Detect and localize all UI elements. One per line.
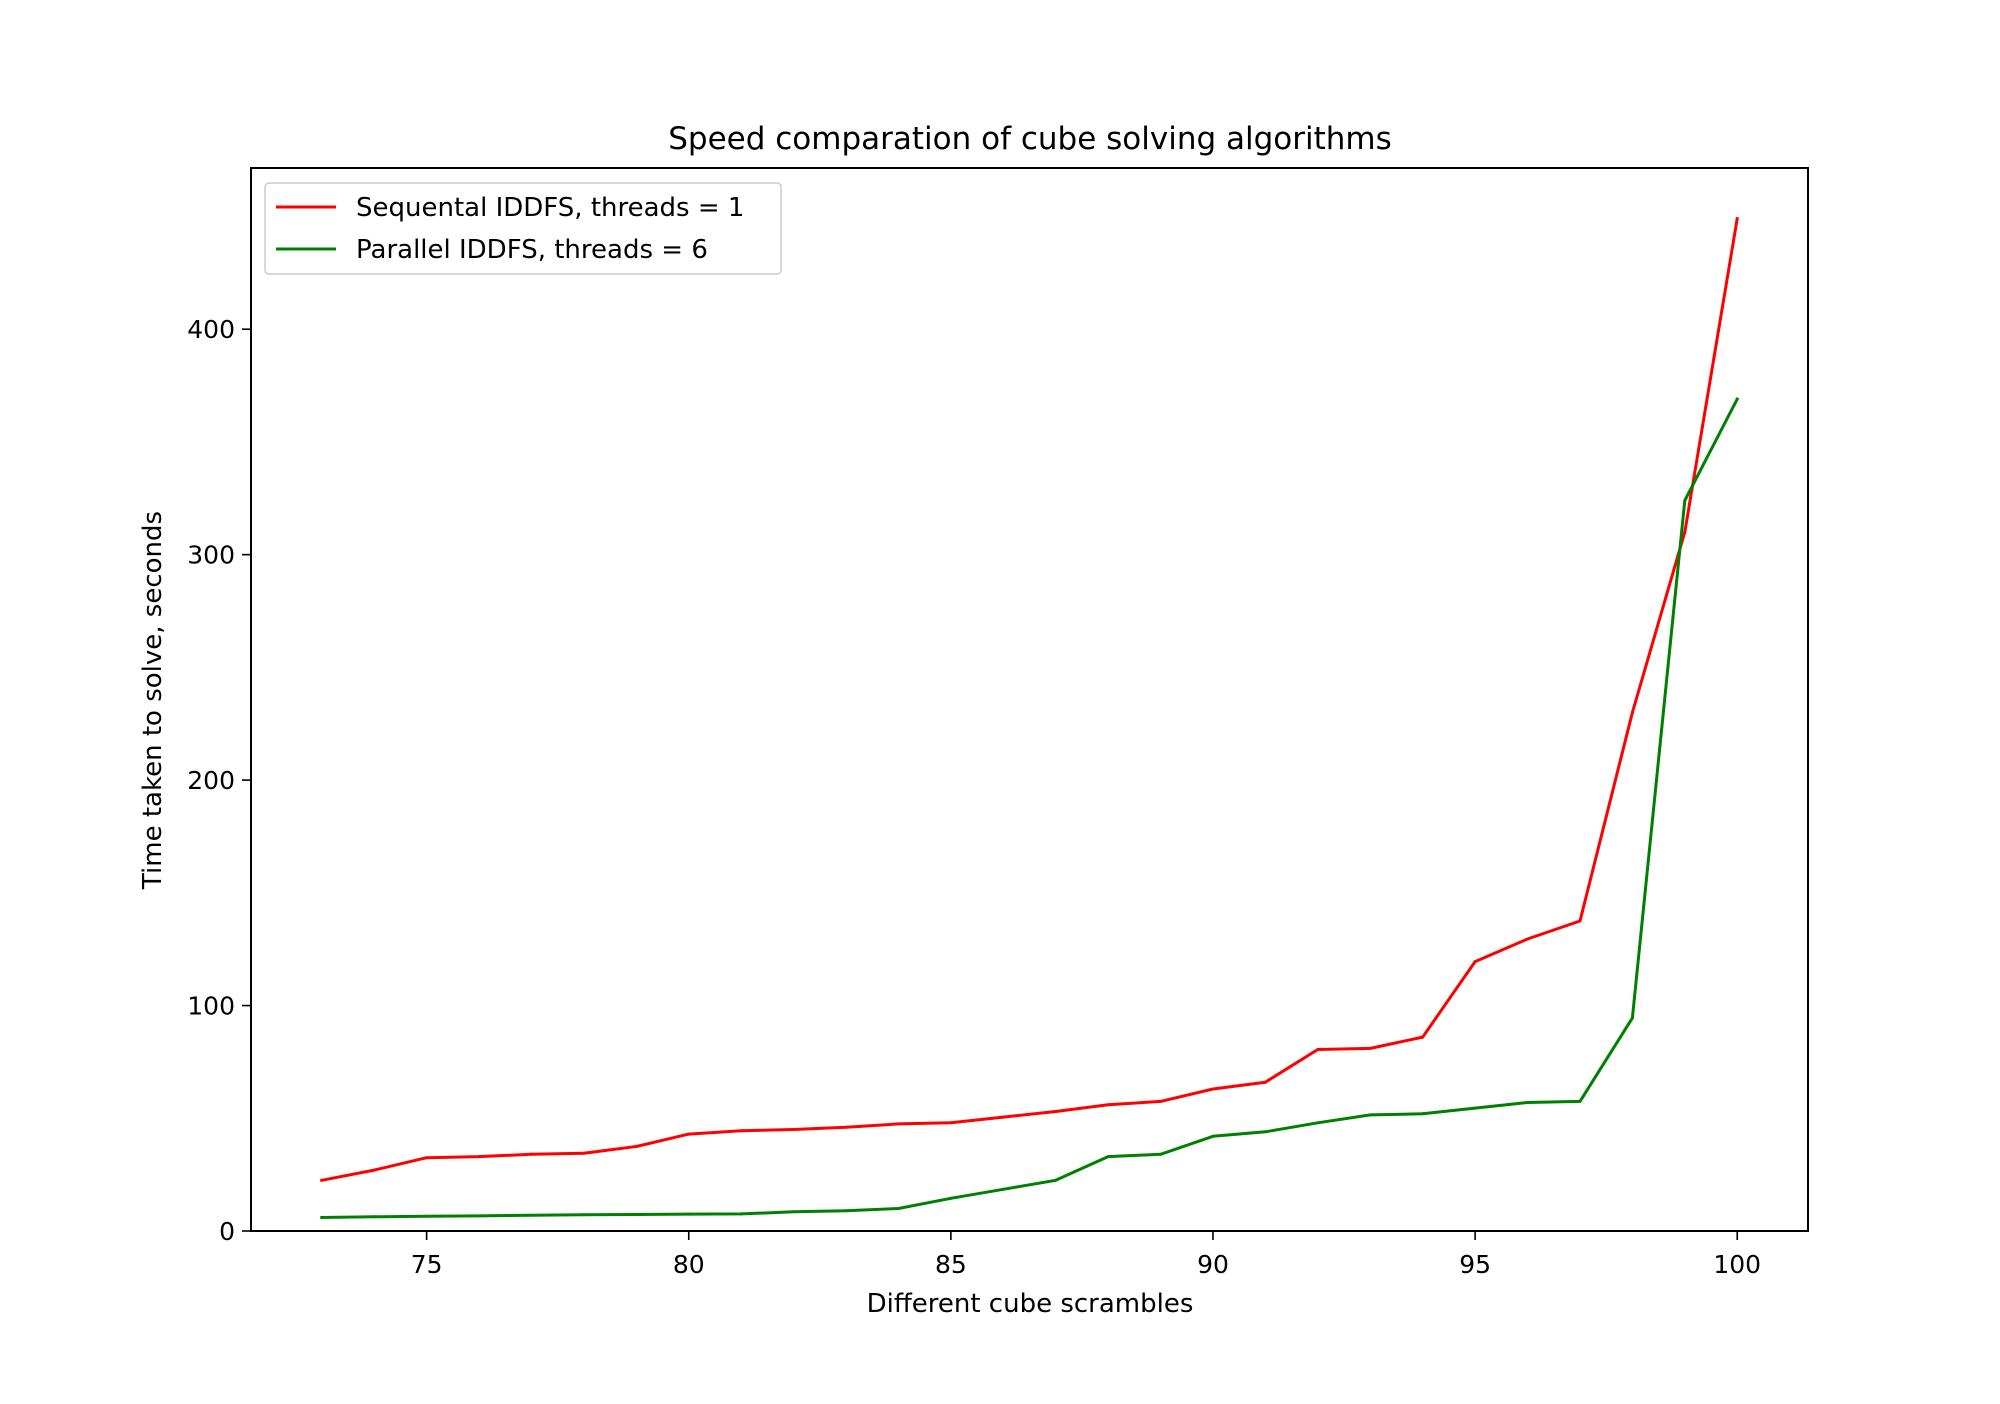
x-axis-label: Different cube scrambles xyxy=(867,1289,1194,1319)
data-point-s1-90 xyxy=(1211,1087,1215,1091)
data-point-s1-78 xyxy=(582,1151,586,1155)
data-point-s1-92 xyxy=(1316,1048,1320,1051)
data-point-s2-79 xyxy=(634,1213,638,1216)
y-tick-label-400: 400 xyxy=(187,315,235,344)
data-point-s1-74 xyxy=(372,1168,376,1172)
data-point-s1-95 xyxy=(1473,960,1477,964)
data-point-s2-97 xyxy=(1578,1099,1582,1103)
data-point-s2-95 xyxy=(1473,1106,1477,1110)
data-point-s2-75 xyxy=(425,1214,429,1218)
data-point-s2-73 xyxy=(320,1216,324,1219)
data-point-s2-88 xyxy=(1106,1155,1110,1159)
data-point-s1-84 xyxy=(896,1122,900,1126)
series-line-2 xyxy=(320,397,1740,1220)
y-tick-label-300: 300 xyxy=(187,541,235,570)
axes-frame xyxy=(250,167,1809,1232)
data-point-s1-87 xyxy=(1054,1110,1058,1113)
y-axis-label: Time taken to solve, seconds xyxy=(138,511,168,890)
data-point-s1-96 xyxy=(1526,937,1529,941)
data-point-s1-88 xyxy=(1106,1103,1110,1107)
x-tick-label-90: 90 xyxy=(1197,1250,1229,1279)
data-point-s2-91 xyxy=(1263,1130,1267,1134)
data-point-s1-86 xyxy=(1001,1115,1005,1119)
x-tick-label-95: 95 xyxy=(1459,1250,1491,1279)
data-point-s1-94 xyxy=(1421,1035,1425,1039)
data-point-s1-99 xyxy=(1683,530,1687,534)
x-tick-label-80: 80 xyxy=(673,1250,705,1279)
data-point-s2-99 xyxy=(1683,499,1687,502)
x-tick-label-85: 85 xyxy=(935,1250,967,1279)
y-tick-label-0: 0 xyxy=(219,1217,235,1246)
data-point-s2-78 xyxy=(582,1213,586,1217)
data-point-s2-98 xyxy=(1630,1016,1634,1020)
data-point-s1-100 xyxy=(1735,217,1739,221)
data-point-s2-93 xyxy=(1368,1113,1372,1117)
x-tick-label-75: 75 xyxy=(411,1250,443,1279)
data-point-s1-76 xyxy=(477,1155,481,1159)
data-point-s1-85 xyxy=(949,1121,953,1125)
data-point-s1-77 xyxy=(530,1152,533,1156)
data-point-s2-76 xyxy=(477,1214,481,1218)
data-point-s1-79 xyxy=(634,1145,638,1148)
data-point-s1-98 xyxy=(1630,711,1634,714)
data-point-s1-91 xyxy=(1263,1080,1267,1084)
data-point-s2-100 xyxy=(1735,397,1739,401)
data-point-s1-73 xyxy=(320,1178,324,1182)
x-tick-label-100: 100 xyxy=(1713,1250,1761,1279)
data-point-s2-81 xyxy=(739,1212,743,1216)
data-point-s2-77 xyxy=(530,1213,533,1217)
chart-title: Speed comparation of cube solving algori… xyxy=(668,121,1392,157)
data-point-s2-85 xyxy=(949,1196,953,1200)
data-point-s2-96 xyxy=(1526,1101,1529,1104)
data-point-s1-81 xyxy=(739,1129,743,1133)
series-line-1 xyxy=(320,216,1739,1183)
data-point-s2-87 xyxy=(1054,1178,1058,1182)
legend-label-1: Sequental IDDFS, threads = 1 xyxy=(356,193,744,223)
data-point-s1-75 xyxy=(425,1156,429,1160)
data-point-s1-82 xyxy=(792,1128,796,1131)
y-tick-label-200: 200 xyxy=(187,766,235,795)
data-point-s1-83 xyxy=(844,1125,848,1129)
legend-label-2: Parallel IDDFS, threads = 6 xyxy=(356,235,708,265)
data-point-s1-80 xyxy=(687,1132,691,1136)
data-point-s2-89 xyxy=(1159,1152,1163,1156)
data-point-s1-93 xyxy=(1368,1046,1372,1050)
data-point-s2-84 xyxy=(896,1207,900,1210)
y-tick-label-100: 100 xyxy=(187,992,235,1021)
data-point-s2-80 xyxy=(687,1212,691,1216)
data-point-s1-97 xyxy=(1578,919,1582,923)
data-point-s2-82 xyxy=(792,1210,796,1214)
data-point-s2-86 xyxy=(1001,1187,1005,1191)
legend: Sequental IDDFS, threads = 1 Parallel IDD… xyxy=(264,182,782,275)
data-point-s2-92 xyxy=(1316,1121,1320,1125)
data-point-s2-90 xyxy=(1211,1134,1215,1138)
data-point-s2-83 xyxy=(844,1209,848,1213)
data-point-s2-94 xyxy=(1421,1112,1425,1116)
data-point-s1-89 xyxy=(1159,1099,1163,1103)
data-point-s2-74 xyxy=(372,1215,376,1219)
plot-area: 75 80 85 90 95 100 0 100 200 300 400 xyxy=(187,216,1761,1279)
legend-box xyxy=(264,182,782,275)
